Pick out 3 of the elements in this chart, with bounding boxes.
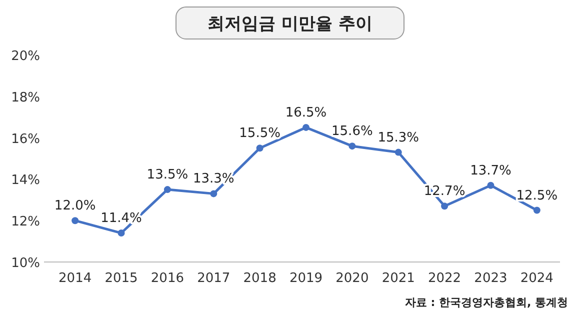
- title: 최저임금 미만율 추이: [176, 6, 404, 40]
- chart-title: 최저임금 미만율 추이: [208, 14, 372, 34]
- annotation: 자료 : 한국경영자총협회, 통계청: [404, 296, 568, 309]
